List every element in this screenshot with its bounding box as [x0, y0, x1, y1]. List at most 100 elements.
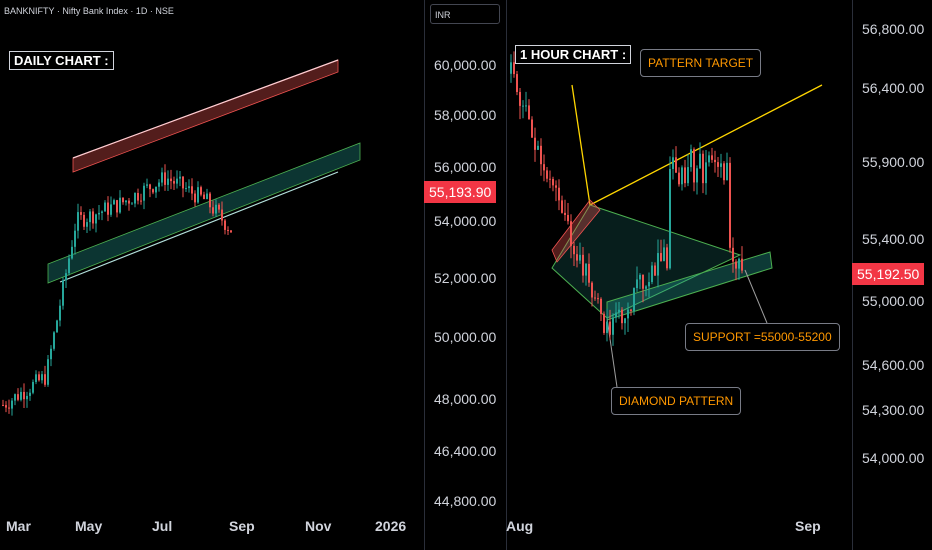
hourly-candle [591, 282, 593, 298]
time-axis-tick: Jul [152, 518, 173, 534]
daily-candle [62, 280, 64, 306]
daily-candle [152, 189, 154, 193]
daily-candle [227, 229, 229, 231]
time-axis-tick: Mar [6, 518, 31, 534]
daily-candle [179, 176, 181, 179]
hourly-candle [705, 162, 707, 184]
hourly-candle [537, 145, 539, 150]
daily-candle [170, 178, 172, 182]
price-axis-tick: 55,400.00 [862, 231, 925, 247]
symbol-title: BANKNIFTY · Nifty Bank Index · 1D · NSE [4, 6, 174, 16]
hourly-candle [549, 178, 551, 180]
daily-candle [128, 200, 130, 204]
hourly-candle [681, 167, 683, 185]
daily-candle [149, 184, 151, 190]
daily-price-axis[interactable] [424, 0, 507, 550]
hourly-candle [729, 162, 731, 248]
daily-chart-label: DAILY CHART : [9, 51, 114, 70]
currency-selector[interactable]: INR [430, 4, 500, 24]
daily-candle [221, 209, 223, 221]
hourly-candle [612, 317, 614, 335]
daily-candle [116, 200, 118, 213]
hourly-candle [654, 265, 656, 276]
hourly-candle [546, 170, 548, 179]
diamond-pattern-shape [551, 204, 742, 319]
daily-candle [209, 193, 211, 208]
daily-candle [71, 246, 73, 259]
hourly-candle [597, 298, 599, 300]
hour-chart-label: 1 HOUR CHART : [515, 45, 632, 64]
hourly-candle [576, 254, 578, 261]
daily-candle [191, 186, 193, 194]
daily-candle [134, 192, 136, 204]
daily-candle [92, 211, 94, 224]
daily-candle [53, 332, 55, 349]
hourly-candle [555, 185, 557, 188]
daily-candle [26, 395, 28, 400]
daily-candle [185, 188, 187, 190]
daily-candle [200, 187, 202, 195]
hourly-candle [615, 312, 617, 318]
price-axis-tick: 50,000.00 [434, 329, 497, 345]
daily-candle [104, 202, 106, 212]
daily-candle [143, 185, 145, 201]
hourly-candle [714, 159, 716, 163]
time-axis-tick: Sep [229, 518, 255, 534]
price-axis-tick: 56,400.00 [862, 80, 925, 96]
time-axis-tick: Sep [795, 518, 821, 534]
daily-candle [17, 394, 19, 400]
hourly-candle [573, 245, 575, 255]
hourly-last-price-tag: 55,192.50 [852, 263, 925, 285]
hourly-candle [609, 321, 611, 335]
daily-candle [164, 172, 166, 185]
daily-candle [41, 374, 43, 381]
hourly-candle [585, 263, 587, 276]
hourly-candle [726, 162, 728, 181]
daily-candle [146, 184, 148, 186]
daily-candle [131, 203, 133, 205]
price-axis-tick: 46,400.00 [434, 443, 497, 459]
hourly-candle [720, 163, 722, 167]
daily-candle [110, 204, 112, 215]
hourly-candle [738, 258, 740, 269]
daily-candle [167, 178, 169, 185]
daily-candle [137, 192, 139, 201]
hourly-candle [624, 318, 626, 324]
hourly-candle [570, 221, 572, 246]
daily-candle [14, 394, 16, 401]
daily-candle [83, 214, 85, 227]
hourly-candle [525, 105, 527, 107]
hourly-candle [732, 247, 734, 262]
daily-candle [230, 230, 232, 233]
daily-chart-panel[interactable] [0, 0, 424, 550]
upper-channel-band [72, 59, 339, 173]
daily-candle [74, 230, 76, 247]
hourly-candle [675, 157, 677, 173]
daily-candle [107, 202, 109, 215]
support-annotation: SUPPORT =55000-55200 [685, 323, 840, 351]
daily-candle [218, 204, 220, 210]
daily-candle [155, 186, 157, 193]
daily-candle [95, 214, 97, 224]
daily-candle [224, 220, 226, 230]
hourly-chart-panel[interactable] [506, 0, 853, 550]
daily-candle [98, 212, 100, 215]
price-axis-tick: 60,000.00 [434, 57, 497, 73]
price-axis-tick: 58,000.00 [434, 107, 497, 123]
daily-candle [182, 176, 184, 189]
hourly-candle [633, 288, 635, 311]
hourly-candle [657, 253, 659, 276]
hourly-candle [558, 187, 560, 201]
daily-candle [23, 391, 25, 400]
price-axis-tick: 48,000.00 [434, 391, 497, 407]
daily-candle [194, 193, 196, 203]
hourly-candle [531, 119, 533, 138]
lower-channel-band [47, 142, 361, 284]
daily-candle [113, 200, 115, 205]
daily-candle [59, 305, 61, 321]
daily-candle [125, 200, 127, 203]
price-axis-tick: 56,000.00 [434, 159, 497, 175]
hourly-candle [663, 247, 665, 262]
diamond-callout-line [606, 317, 618, 388]
